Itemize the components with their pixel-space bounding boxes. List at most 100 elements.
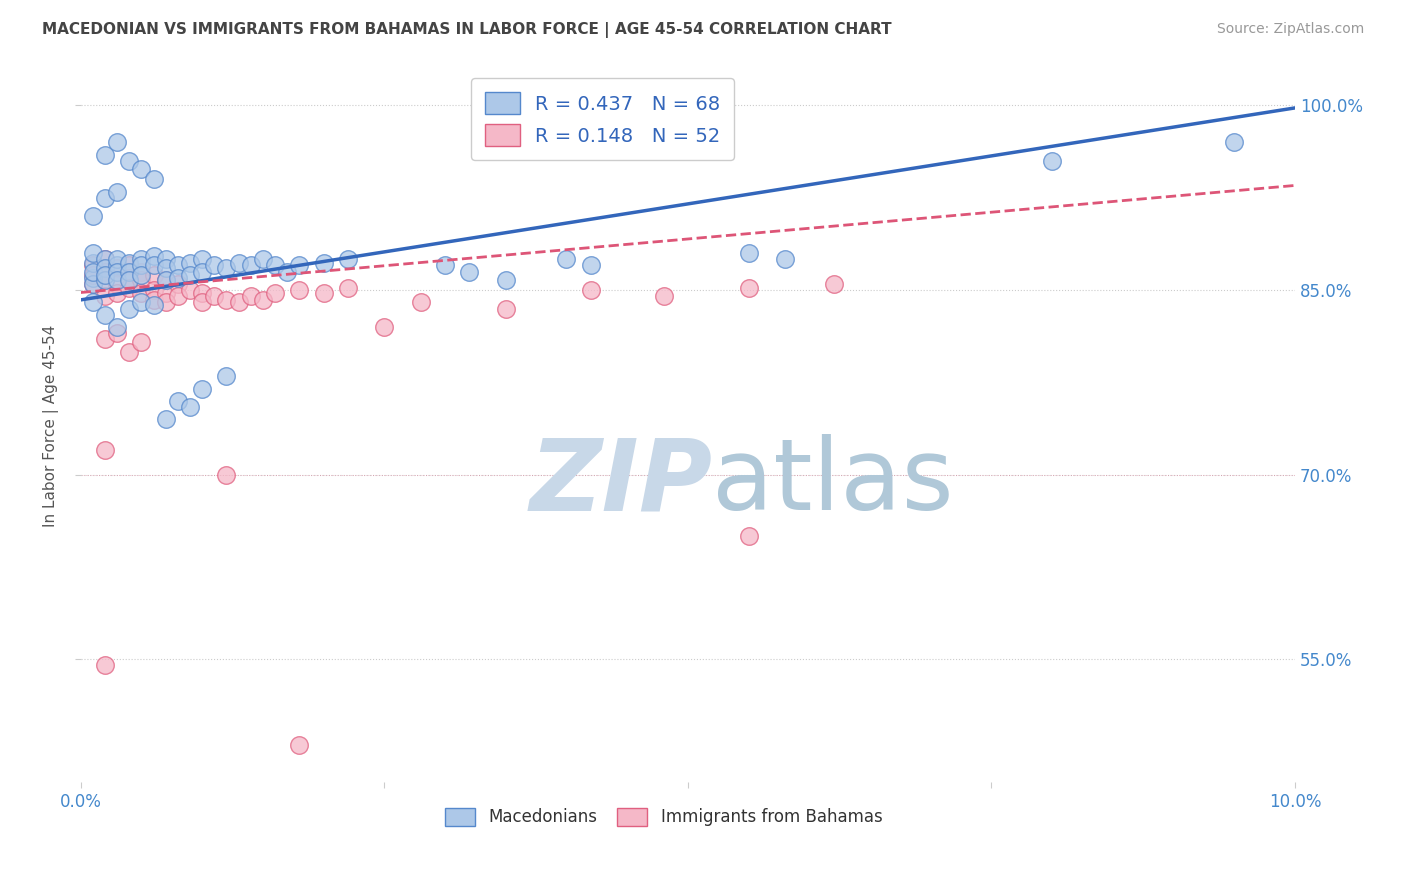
Point (131, 334, 153, 349)
Point (94, 658, 117, 673)
Text: ZIP: ZIP (529, 434, 711, 531)
Text: atlas: atlas (711, 434, 953, 531)
Point (215, 260, 238, 275)
Point (155, 260, 177, 275)
Point (1040, 153, 1063, 168)
Point (179, 268, 201, 283)
Point (131, 285, 153, 300)
Point (288, 283, 311, 297)
Point (105, 285, 128, 300)
Point (215, 467, 238, 482)
Point (82, 209, 104, 223)
Point (105, 252, 128, 267)
Point (94, 289, 117, 303)
Point (105, 326, 128, 340)
Point (166, 277, 188, 291)
Legend: Macedonians, Immigrants from Bahamas: Macedonians, Immigrants from Bahamas (436, 799, 890, 835)
Point (737, 529, 759, 543)
Point (458, 264, 481, 278)
Point (409, 295, 432, 310)
Point (131, 259, 153, 273)
Point (264, 259, 287, 273)
Point (131, 273, 153, 287)
Point (131, 268, 153, 283)
Point (155, 252, 177, 267)
Point (495, 273, 517, 287)
Point (118, 344, 141, 359)
Point (118, 301, 141, 316)
Point (131, 295, 153, 310)
Point (737, 280, 759, 294)
Point (142, 268, 165, 283)
Point (652, 289, 675, 303)
Point (82, 270, 104, 285)
Point (433, 259, 456, 273)
Text: Source: ZipAtlas.com: Source: ZipAtlas.com (1216, 22, 1364, 37)
Point (105, 185, 128, 199)
Point (118, 273, 141, 287)
Point (118, 280, 141, 294)
Point (1223, 136, 1246, 150)
Point (276, 264, 298, 278)
Point (118, 264, 141, 278)
Point (142, 249, 165, 263)
Point (94, 273, 117, 287)
Point (94, 252, 117, 267)
Point (264, 285, 287, 300)
Point (288, 739, 311, 753)
Point (191, 285, 214, 300)
Point (312, 285, 335, 300)
Point (94, 268, 117, 283)
Point (336, 280, 359, 294)
Point (191, 382, 214, 396)
Point (118, 259, 141, 273)
Point (94, 443, 117, 458)
Point (118, 153, 141, 168)
Point (142, 259, 165, 273)
Point (179, 283, 201, 297)
Point (166, 270, 188, 285)
Point (155, 273, 177, 287)
Point (155, 412, 177, 426)
Point (105, 136, 128, 150)
Point (191, 252, 214, 267)
Point (82, 295, 104, 310)
Y-axis label: In Labor Force | Age 45-54: In Labor Force | Age 45-54 (44, 325, 59, 526)
Point (105, 259, 128, 273)
Point (215, 293, 238, 307)
Point (131, 264, 153, 278)
Point (228, 295, 250, 310)
Point (82, 277, 104, 291)
Point (579, 259, 602, 273)
Point (239, 259, 262, 273)
Point (155, 285, 177, 300)
Point (215, 369, 238, 384)
Point (166, 393, 188, 408)
Point (105, 320, 128, 334)
Point (105, 260, 128, 275)
Point (191, 264, 214, 278)
Point (142, 298, 165, 312)
Point (252, 252, 274, 267)
Point (336, 252, 359, 267)
Point (179, 400, 201, 414)
Point (142, 283, 165, 297)
Point (166, 289, 188, 303)
Point (94, 308, 117, 322)
Point (823, 277, 845, 291)
Point (202, 289, 225, 303)
Point (94, 260, 117, 275)
Point (82, 246, 104, 260)
Point (202, 259, 225, 273)
Point (155, 273, 177, 287)
Text: MACEDONIAN VS IMMIGRANTS FROM BAHAMAS IN LABOR FORCE | AGE 45-54 CORRELATION CHA: MACEDONIAN VS IMMIGRANTS FROM BAHAMAS IN… (42, 22, 891, 38)
Point (142, 293, 165, 307)
Point (288, 259, 311, 273)
Point (94, 332, 117, 346)
Point (166, 259, 188, 273)
Point (239, 289, 262, 303)
Point (82, 277, 104, 291)
Point (555, 252, 578, 267)
Point (94, 264, 117, 278)
Point (191, 295, 214, 310)
